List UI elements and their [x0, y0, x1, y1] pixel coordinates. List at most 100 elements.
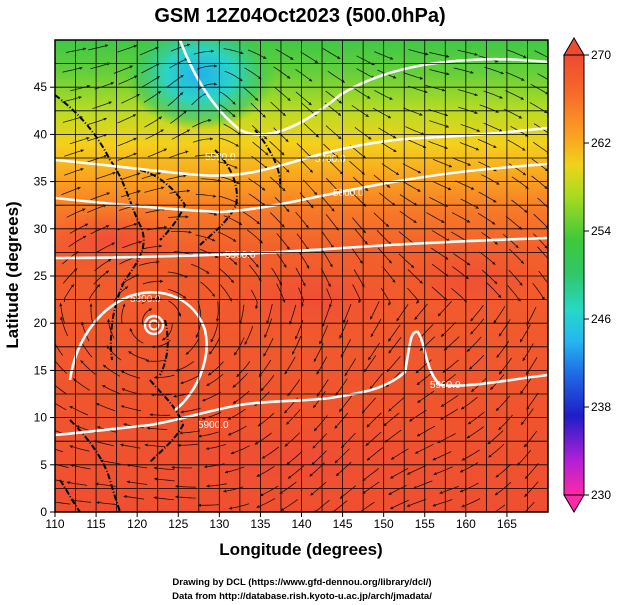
streamline: [62, 66, 83, 73]
streamline: [232, 390, 250, 404]
streamline: [217, 231, 237, 242]
streamline: [376, 230, 392, 246]
streamline: [493, 306, 506, 324]
streamline: [388, 484, 407, 496]
streamline: [142, 279, 164, 285]
streamline: [296, 233, 310, 251]
streamline: [537, 73, 548, 80]
streamline: [80, 360, 96, 375]
streamline: [68, 235, 87, 248]
streamline: [93, 440, 114, 447]
streamline: [369, 373, 384, 390]
streamline: [295, 68, 313, 82]
streamline: [218, 161, 238, 169]
streamline: [287, 379, 301, 397]
streamline: [457, 49, 478, 56]
streamline: [370, 318, 382, 338]
streamline: [167, 92, 184, 107]
streamline: [227, 425, 247, 436]
streamline: [440, 322, 456, 337]
streamline: [106, 345, 122, 361]
streamline: [327, 70, 345, 83]
contour-label: 5900.0: [198, 420, 229, 431]
streamline: [269, 212, 285, 228]
streamline: [378, 140, 397, 153]
streamline: [185, 338, 199, 355]
y-axis-label: Latitude (degrees): [3, 201, 22, 348]
streamline: [175, 361, 195, 372]
streamline: [390, 468, 409, 479]
streamline: [328, 159, 344, 175]
streamline: [344, 358, 356, 377]
streamline: [291, 335, 302, 355]
streamline: [478, 191, 497, 203]
colorbar-tick-label: 230: [591, 488, 611, 502]
streamline: [538, 270, 548, 284]
contour-label: 5500.0: [205, 152, 236, 163]
streamline: [426, 212, 445, 223]
streamline: [146, 426, 168, 430]
streamline: [507, 285, 521, 302]
streamline: [362, 481, 380, 495]
streamline: [432, 230, 450, 242]
colorbar-tick-label: 254: [591, 224, 611, 238]
streamline: [61, 96, 82, 103]
y-tick-label: 25: [34, 269, 48, 283]
streamline: [361, 397, 377, 414]
streamline: [117, 44, 138, 53]
streamline: [250, 102, 266, 118]
x-tick-label: 155: [415, 517, 435, 531]
streamline: [406, 465, 426, 475]
x-tick-label: 135: [250, 517, 270, 531]
streamline: [534, 50, 548, 58]
streamline: [325, 214, 339, 231]
streamline: [354, 228, 368, 245]
streamline: [458, 106, 478, 114]
streamline: [407, 287, 420, 304]
streamline: [224, 466, 245, 474]
streamline: [509, 248, 524, 264]
streamline: [149, 413, 171, 417]
streamline: [171, 465, 192, 470]
streamline: [459, 482, 479, 493]
streamline: [260, 375, 275, 392]
streamline: [369, 301, 380, 320]
streamline: [505, 71, 525, 81]
streamline: [206, 373, 224, 387]
streamline: [139, 260, 160, 266]
streamline: [460, 124, 481, 132]
streamline: [261, 446, 280, 459]
streamline: [295, 267, 306, 287]
streamline: [481, 269, 498, 285]
streamline: [256, 498, 276, 508]
streamline: [537, 246, 548, 263]
x-tick-label: 140: [291, 517, 311, 531]
streamline: [146, 225, 168, 231]
streamline: [388, 336, 402, 354]
streamline: [120, 370, 141, 379]
streamline: [201, 411, 222, 420]
streamline: [256, 466, 275, 477]
streamline: [60, 316, 69, 337]
streamline: [356, 68, 375, 79]
streamline: [455, 180, 475, 190]
streamline: [402, 163, 422, 174]
streamline: [409, 409, 427, 422]
streamline: [416, 425, 436, 437]
streamline: [439, 485, 459, 494]
streamline: [457, 89, 478, 97]
streamline: [494, 504, 506, 512]
streamline: [533, 233, 548, 249]
streamline: [520, 376, 533, 395]
streamline: [453, 253, 471, 266]
y-tick-label: 15: [34, 363, 48, 377]
streamline: [219, 268, 235, 284]
streamline: [275, 48, 294, 60]
streamline: [145, 359, 167, 363]
streamline: [479, 251, 496, 265]
streamline: [92, 101, 112, 109]
streamline: [311, 450, 327, 466]
streamline: [467, 411, 485, 425]
streamline: [419, 336, 435, 352]
streamline: [373, 212, 390, 228]
